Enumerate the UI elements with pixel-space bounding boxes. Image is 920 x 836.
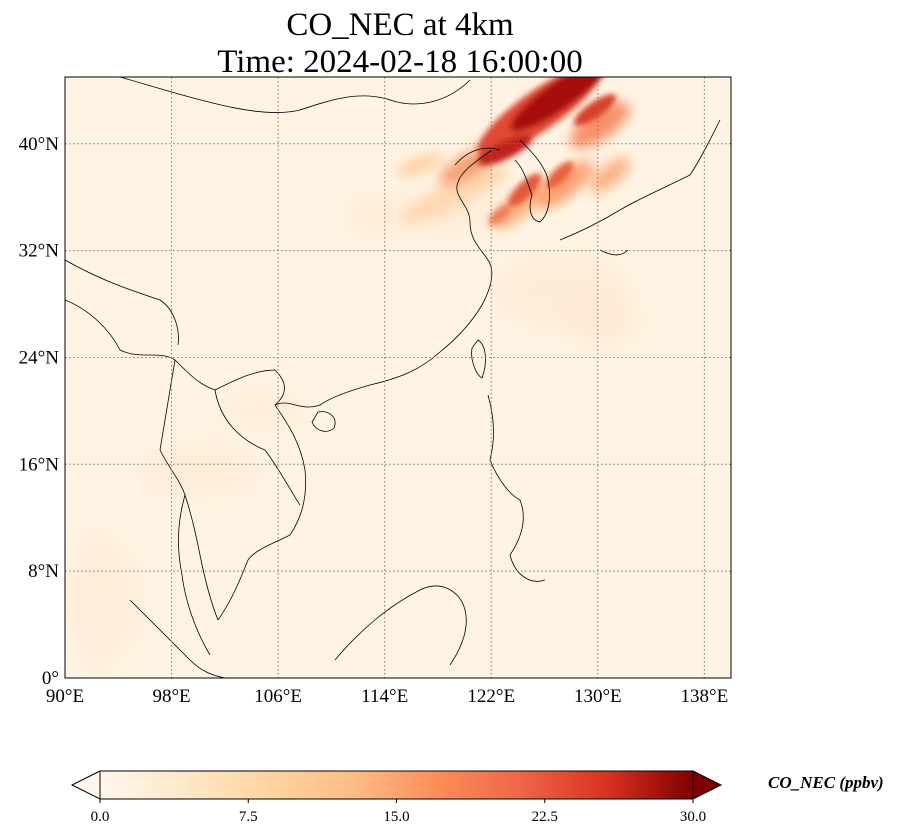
lon-tick-label: 106°E	[254, 686, 302, 707]
colorbar-extend-low	[70, 770, 101, 800]
lon-tick-label: 114°E	[361, 686, 408, 707]
lat-tick-label: 0°	[42, 668, 59, 689]
hainan-coastline	[311, 411, 336, 432]
indochina-coastline	[178, 404, 307, 656]
concentration-field	[65, 77, 731, 678]
mongolia-border	[119, 77, 471, 113]
lon-tick-labels: 90°E 98°E 106°E 114°E 122°E 130°E 138°E	[46, 686, 728, 707]
coastlines	[65, 77, 721, 678]
colorbar-label: CO_NEC (ppbv)	[768, 773, 884, 792]
lat-tick-labels: 0° 8°N 16°N 24°N 32°N 40°N	[19, 134, 60, 689]
colorbar-tick-label: 0.0	[91, 809, 110, 825]
colorbar-gradient	[100, 771, 693, 799]
map-frame	[64, 76, 732, 679]
lat-tick-label: 32°N	[19, 241, 60, 262]
borneo-coastline	[334, 585, 467, 666]
china-coastline	[274, 149, 493, 408]
bohai-coastline	[454, 147, 501, 166]
lat-tick-label: 16°N	[19, 454, 60, 475]
lat-tick-label: 40°N	[19, 134, 60, 155]
lon-tick-label: 138°E	[681, 686, 729, 707]
colorbar-ticks: 0.0 7.5 15.0 22.5 30.0	[91, 799, 706, 825]
plot-title: CO_NEC at 4km	[286, 7, 514, 43]
country-borders	[65, 259, 301, 506]
lat-tick-label: 8°N	[28, 561, 59, 582]
japan-coastline	[559, 119, 721, 256]
lat-tick-label: 24°N	[19, 347, 60, 368]
korea-coastline	[514, 139, 550, 223]
colorbar-tick-label: 7.5	[239, 809, 258, 825]
colorbar-tick-label: 30.0	[680, 809, 706, 825]
colorbar-tick-label: 22.5	[532, 809, 558, 825]
lon-tick-label: 90°E	[46, 686, 84, 707]
colorbar-extend-high	[692, 770, 723, 800]
colorbar: 0.0 7.5 15.0 22.5 30.0 CO_NEC (ppbv)	[70, 770, 884, 825]
colorbar-tick-label: 15.0	[383, 809, 409, 825]
lon-tick-label: 130°E	[574, 686, 622, 707]
plot-subtitle: Time: 2024-02-18 16:00:00	[217, 44, 583, 80]
philippines-coastline	[487, 394, 546, 582]
lon-tick-label: 122°E	[467, 686, 515, 707]
gridlines	[65, 77, 731, 678]
taiwan-coastline	[471, 339, 486, 379]
lon-tick-label: 98°E	[152, 686, 190, 707]
sumatra-coastline	[129, 599, 226, 678]
